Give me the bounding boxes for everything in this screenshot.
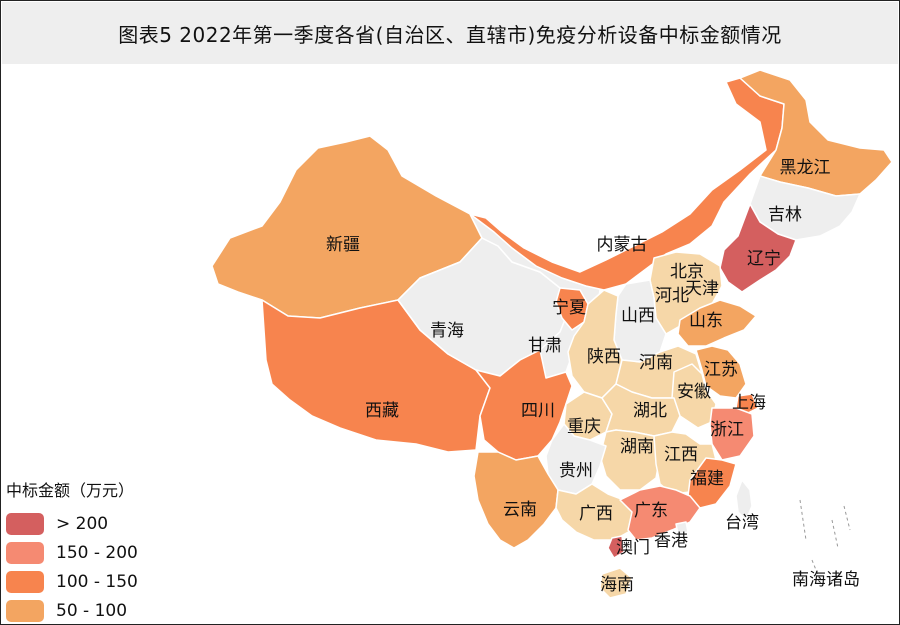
region-label-xianggang: 香港 <box>654 531 688 551</box>
region-label-beijing: 北京 <box>670 262 704 282</box>
region-guizhou <box>545 423 607 495</box>
region-label-guizhou: 贵州 <box>559 461 593 481</box>
region-label-xizang: 西藏 <box>365 401 399 421</box>
region-label-hebei: 河北 <box>655 286 689 306</box>
region-label-jiangxi: 江西 <box>664 445 698 465</box>
legend-label: 100 - 150 <box>56 571 138 592</box>
region-label-neimenggu: 内蒙古 <box>597 235 648 255</box>
region-label-xinjiang: 新疆 <box>326 235 360 255</box>
region-label-hubei: 湖北 <box>633 401 667 421</box>
legend-swatch <box>6 512 44 535</box>
region-label-hunan: 湖南 <box>620 437 654 457</box>
region-hunan <box>599 429 661 491</box>
legend-label: > 200 <box>56 513 109 534</box>
region-label-fujian: 福建 <box>690 469 724 489</box>
region-label-aomen: 澳门 <box>616 538 650 558</box>
region-label-shandong: 山东 <box>689 311 723 331</box>
region-label-jiangsu: 江苏 <box>704 360 738 380</box>
region-shanghai <box>735 393 759 415</box>
region-label-gansu: 甘肃 <box>528 336 562 356</box>
region-ningxia <box>555 287 589 331</box>
region-nanhai <box>793 493 857 595</box>
legend: 中标金额（万元） > 200 150 - 200 100 - 150 50 - … <box>6 477 138 625</box>
region-label-tianjin: 天津 <box>685 279 719 299</box>
region-label-shanxi: 山西 <box>621 306 655 326</box>
region-label-ningxia: 宁夏 <box>552 298 586 318</box>
region-shandong <box>677 299 757 347</box>
region-label-henan: 河南 <box>639 353 673 373</box>
region-zhejiang <box>709 407 755 461</box>
region-fujian <box>687 457 737 509</box>
legend-item-over-200: > 200 <box>6 509 138 538</box>
title-bar: 图表5 2022年第一季度各省(自治区、直辖市)免疫分析设备中标金额情况 <box>2 2 898 64</box>
region-jiangsu <box>695 345 747 399</box>
region-label-shaanxi: 陕西 <box>587 347 621 367</box>
region-label-jilin: 吉林 <box>768 205 802 225</box>
region-label-chongqing: 重庆 <box>567 417 601 437</box>
region-label-shanghai: 上海 <box>732 393 766 413</box>
region-hainan <box>599 567 633 599</box>
region-label-zhejiang: 浙江 <box>710 420 744 440</box>
region-sichuan <box>475 349 573 461</box>
legend-label: 50 - 100 <box>56 600 128 621</box>
region-aomen <box>607 535 625 559</box>
legend-swatch <box>6 570 44 593</box>
region-label-heilongjiang: 黑龙江 <box>780 158 831 178</box>
region-label-yunnan: 云南 <box>503 500 537 520</box>
region-liaoning <box>719 203 797 293</box>
region-guangdong <box>619 485 701 541</box>
region-label-nanhai: 南海诸岛 <box>792 570 860 590</box>
region-yunnan <box>473 451 559 549</box>
region-label-guangxi: 广西 <box>579 504 613 524</box>
legend-item-150-200: 150 - 200 <box>6 538 138 567</box>
region-taiwan <box>735 479 753 521</box>
legend-label: 150 - 200 <box>56 542 138 563</box>
figure-title: 图表5 2022年第一季度各省(自治区、直辖市)免疫分析设备中标金额情况 <box>118 22 782 47</box>
legend-swatch <box>6 599 44 622</box>
region-heilongjiang <box>739 69 893 197</box>
region-xianggang <box>675 521 689 535</box>
legend-item-100-150: 100 - 150 <box>6 567 138 596</box>
region-label-anhui: 安徽 <box>677 382 711 402</box>
legend-item-50-100: 50 - 100 <box>6 596 138 625</box>
legend-title: 中标金额（万元） <box>6 481 135 500</box>
region-label-guangdong: 广东 <box>634 501 668 521</box>
region-label-sichuan: 四川 <box>521 401 555 421</box>
region-label-hainan: 海南 <box>600 575 634 595</box>
legend-swatch <box>6 541 44 564</box>
region-label-taiwan: 台湾 <box>725 513 759 533</box>
region-label-liaoning: 辽宁 <box>747 249 781 269</box>
nanhai-inset-islands <box>799 499 851 581</box>
region-xizang <box>261 299 491 453</box>
region-label-qinghai: 青海 <box>430 321 464 341</box>
